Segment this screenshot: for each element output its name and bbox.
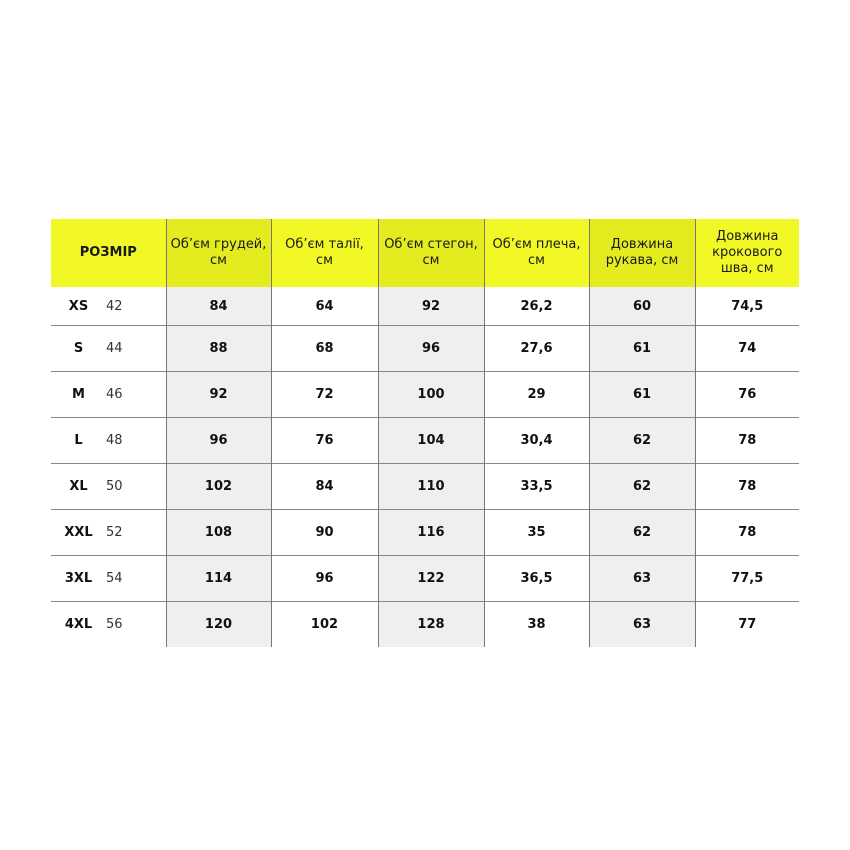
value-cell: 33,5: [483, 463, 589, 510]
size-cell: XS 42: [51, 287, 166, 326]
value-cell: 102: [270, 601, 378, 647]
size-number: 52: [106, 525, 123, 540]
size-number: 46: [106, 387, 123, 402]
size-number: 42: [106, 298, 123, 314]
value-cell: 90: [270, 509, 378, 556]
column-header: РОЗМІР: [51, 219, 166, 287]
value-cell: 29: [483, 371, 589, 418]
size-label: XS: [68, 298, 89, 314]
size-label: XXL: [64, 525, 93, 540]
value-cell: 96: [377, 325, 484, 372]
size-number: 48: [106, 433, 123, 448]
size-label: XL: [69, 479, 88, 494]
value-cell: 104: [377, 417, 484, 464]
size-label: 3XL: [64, 571, 93, 586]
value-cell: 116: [377, 509, 484, 556]
value-cell: 76: [694, 371, 799, 418]
size-cell: 3XL 54: [51, 555, 166, 602]
table-row: XS 42 84 64 92 26,2 60 74,5: [51, 287, 799, 326]
value-cell: 35: [483, 509, 589, 556]
value-cell: 61: [588, 371, 695, 418]
value-cell: 74: [694, 325, 799, 372]
value-cell: 60: [588, 287, 695, 326]
value-cell: 30,4: [483, 417, 589, 464]
size-cell: M 46: [51, 371, 166, 418]
size-label: M: [72, 387, 85, 402]
value-cell: 63: [588, 555, 695, 602]
size-number: 50: [106, 479, 123, 494]
value-cell: 78: [694, 509, 799, 556]
size-label: 4XL: [64, 617, 93, 632]
size-cell: XXL 52: [51, 509, 166, 556]
column-header: Об’єм стегон, см: [377, 219, 484, 287]
value-cell: 77,5: [694, 555, 799, 602]
size-number: 54: [106, 571, 123, 586]
size-cell: L 48: [51, 417, 166, 464]
column-header: Об’єм талії, см: [270, 219, 378, 287]
value-cell: 108: [165, 509, 271, 556]
size-number: 56: [106, 617, 123, 632]
value-cell: 27,6: [483, 325, 589, 372]
size-label: L: [74, 433, 83, 448]
value-cell: 96: [165, 417, 271, 464]
value-cell: 26,2: [483, 287, 589, 326]
value-cell: 128: [377, 601, 484, 647]
size-label: S: [73, 341, 84, 356]
value-cell: 63: [588, 601, 695, 647]
value-cell: 122: [377, 555, 484, 602]
column-header: Об’єм плеча, см: [483, 219, 589, 287]
value-cell: 102: [165, 463, 271, 510]
value-cell: 64: [270, 287, 378, 326]
value-cell: 72: [270, 371, 378, 418]
value-cell: 120: [165, 601, 271, 647]
size-cell: 4XL 56: [51, 601, 166, 647]
value-cell: 38: [483, 601, 589, 647]
value-cell: 77: [694, 601, 799, 647]
value-cell: 96: [270, 555, 378, 602]
table-row: L 48 96 76 104 30,4 62 78: [51, 417, 799, 464]
value-cell: 92: [165, 371, 271, 418]
value-cell: 92: [377, 287, 484, 326]
table-row: XXL 52 108 90 116 35 62 78: [51, 509, 799, 556]
value-cell: 36,5: [483, 555, 589, 602]
value-cell: 61: [588, 325, 695, 372]
table-row: XL 50 102 84 110 33,5 62 78: [51, 463, 799, 510]
value-cell: 62: [588, 463, 695, 510]
value-cell: 110: [377, 463, 484, 510]
header-row: РОЗМІР Об’єм грудей, см Об’єм талії, см Об’…: [51, 219, 799, 287]
size-cell: S 44: [51, 325, 166, 372]
value-cell: 114: [165, 555, 271, 602]
value-cell: 68: [270, 325, 378, 372]
value-cell: 74,5: [694, 287, 799, 326]
size-cell: XL 50: [51, 463, 166, 510]
table-row: M 46 92 72 100 29 61 76: [51, 371, 799, 418]
value-cell: 84: [165, 287, 271, 326]
size-chart-table: РОЗМІР Об’єм грудей, см Об’єм талії, см Об’…: [51, 219, 799, 647]
value-cell: 62: [588, 509, 695, 556]
value-cell: 88: [165, 325, 271, 372]
column-header: Об’єм грудей, см: [165, 219, 271, 287]
value-cell: 76: [270, 417, 378, 464]
table-row: S 44 88 68 96 27,6 61 74: [51, 325, 799, 372]
column-header: Довжина рукава, см: [588, 219, 695, 287]
value-cell: 78: [694, 417, 799, 464]
size-number: 44: [106, 341, 123, 356]
value-cell: 78: [694, 463, 799, 510]
table-row: 3XL 54 114 96 122 36,5 63 77,5: [51, 555, 799, 602]
column-header: Довжина крокового шва, см: [694, 219, 799, 287]
table-row: 4XL 56 120 102 128 38 63 77: [51, 601, 799, 647]
value-cell: 62: [588, 417, 695, 464]
value-cell: 100: [377, 371, 484, 418]
value-cell: 84: [270, 463, 378, 510]
